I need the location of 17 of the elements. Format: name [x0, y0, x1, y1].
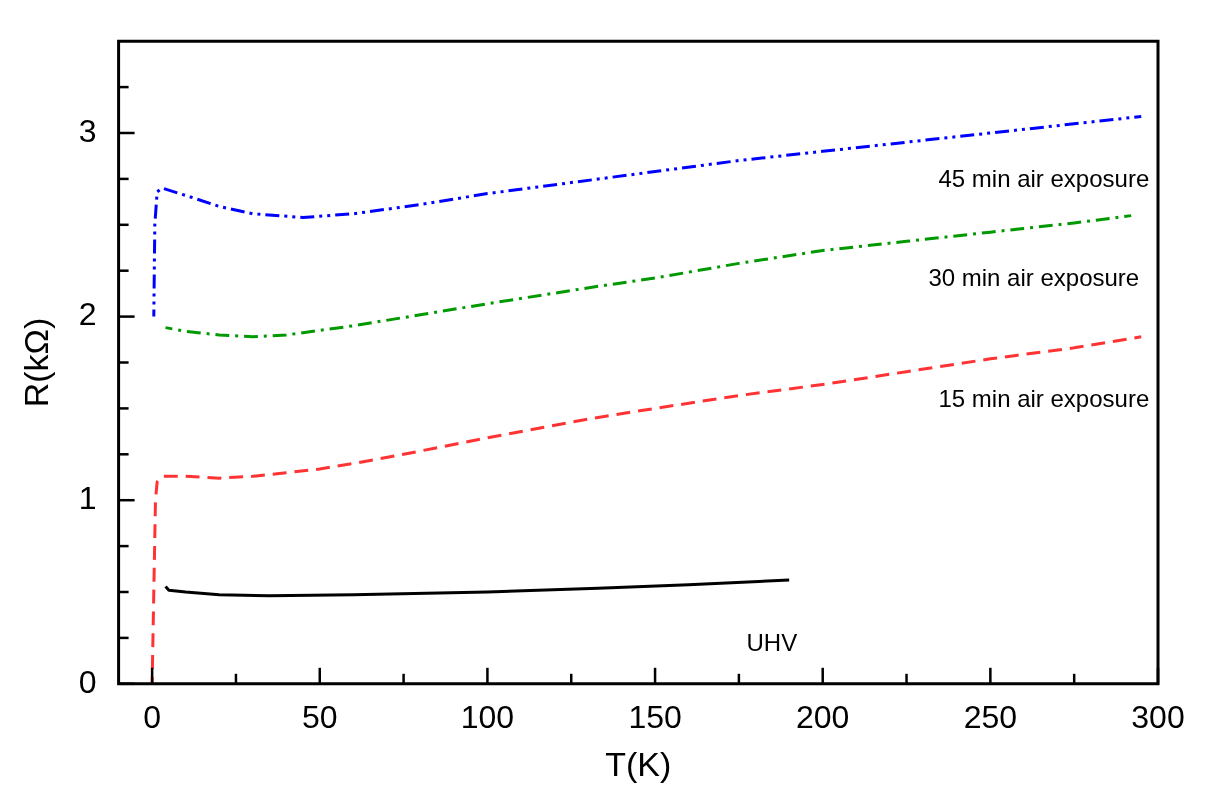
x-tick-label: 300 — [1131, 698, 1185, 735]
series-label: 45 min air exposure — [938, 165, 1150, 193]
y-axis-title: R(kΩ) — [16, 317, 55, 408]
series-label: UHV — [746, 628, 798, 656]
y-tick-label: 3 — [78, 112, 97, 149]
x-tick-label: 0 — [143, 698, 162, 735]
x-tick-label: 200 — [796, 698, 850, 735]
x-tick-label: 250 — [963, 698, 1018, 735]
x-tick-label: 100 — [460, 698, 515, 735]
x-tick-label: 50 — [301, 698, 338, 735]
x-axis-title: T(K) — [605, 744, 672, 783]
y-tick-label: 0 — [78, 663, 97, 700]
series-label: 15 min air exposure — [938, 385, 1150, 413]
x-tick-label: 150 — [628, 698, 682, 735]
y-tick-label: 2 — [78, 296, 97, 333]
y-tick-label: 1 — [78, 480, 97, 517]
series-label: 30 min air exposure — [928, 264, 1140, 292]
